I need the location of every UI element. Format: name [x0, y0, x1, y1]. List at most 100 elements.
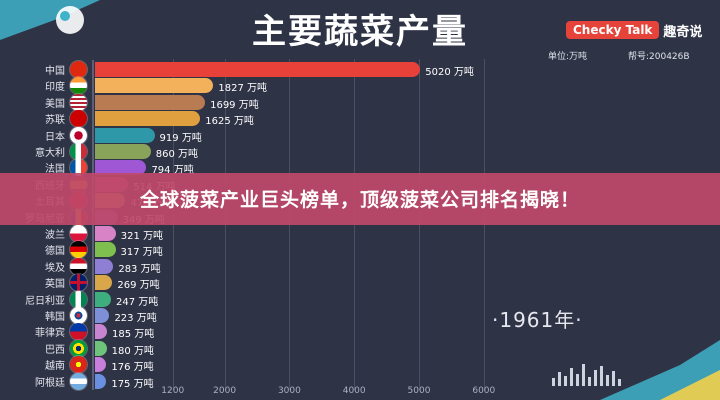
category-label: 韩国: [45, 312, 65, 323]
flag-icon: [70, 159, 87, 177]
category-label: 越南: [45, 361, 65, 373]
flag-icon: [70, 257, 87, 275]
category-label: 英国: [45, 279, 65, 291]
bar: [95, 78, 214, 94]
flag-icon: [70, 77, 87, 95]
value-label: 321 万吨: [120, 231, 164, 242]
bar: [95, 242, 116, 258]
chart-row: 法国 794 万吨: [0, 159, 720, 177]
value-label: 223 万吨: [114, 313, 157, 324]
x-tick-label: 4000: [342, 386, 366, 396]
flag-icon: [70, 143, 87, 160]
category-label: 尼日利亚: [25, 295, 65, 307]
chart-row: 日本 919 万吨: [0, 126, 720, 144]
bar: [95, 340, 107, 356]
chart-row: 波兰 321 万吨: [0, 225, 720, 242]
unit-label: 单位:万吨: [548, 52, 588, 62]
x-tick-label: 3000: [277, 386, 301, 396]
x-tick-label: 2000: [213, 386, 237, 396]
chart-title: 主要蔬菜产量: [252, 12, 468, 52]
value-label: 1699 万吨: [210, 99, 259, 111]
headline-banner: 全球菠菜产业巨头榜单，顶级菠菜公司排名揭晓！: [0, 173, 720, 225]
x-tick-label: 1200: [161, 386, 185, 396]
value-label: 1625 万吨: [205, 116, 254, 128]
flag-icon: [70, 93, 87, 111]
y-axis-line: [92, 60, 94, 390]
bar: [95, 62, 421, 77]
chart-row: 菲律宾 185 万吨: [0, 323, 720, 341]
category-label: 中国: [45, 66, 65, 77]
chart-row: 越南 176 万吨: [0, 356, 720, 374]
value-label: 919 万吨: [159, 132, 202, 144]
bar: [95, 308, 110, 323]
logo-chinese-text: 趣奇说: [663, 24, 703, 40]
flag-icon: [70, 274, 87, 292]
visualizer-bar: [582, 364, 585, 386]
bottom-right-decoration: [600, 340, 720, 400]
category-label: 德国: [45, 246, 65, 258]
chart-row: 巴西 180 万吨: [0, 339, 720, 357]
category-label: 意大利: [35, 148, 65, 159]
value-label: 185 万吨: [111, 329, 155, 341]
category-label: 美国: [45, 98, 65, 110]
x-tick-label: 5000: [407, 386, 431, 396]
visualizer-bar: [588, 377, 591, 386]
value-label: 5020 万吨: [425, 67, 474, 78]
category-label: 菲律宾: [35, 328, 65, 340]
category-label: 日本: [45, 131, 65, 143]
chart-row: 德国 317 万吨: [0, 241, 720, 259]
account-id: 帮号:200426B: [628, 52, 690, 62]
value-label: 794 万吨: [151, 165, 194, 177]
chart-row: 印度 1827 万吨: [0, 77, 720, 95]
category-label: 印度: [45, 82, 65, 94]
bar: [95, 357, 107, 373]
bar: [95, 291, 111, 307]
visualizer-bar: [558, 372, 561, 386]
visualizer-bar: [552, 378, 555, 386]
category-label: 波兰: [45, 230, 65, 241]
chart-row: 尼日利亚 247 万吨: [0, 290, 720, 308]
bar: [95, 160, 147, 176]
chart-row: 苏联 1625 万吨: [0, 110, 720, 128]
flag-icon: [70, 110, 87, 128]
chart-row: 意大利 860 万吨: [0, 143, 720, 160]
visualizer-bar: [600, 366, 603, 386]
flag-icon: [70, 307, 87, 324]
category-label: 巴西: [45, 344, 65, 356]
year-indicator: ·1961年·: [492, 308, 583, 332]
category-label: 苏联: [45, 115, 65, 127]
visualizer-bar: [594, 370, 597, 386]
visualizer-bar: [576, 374, 579, 386]
logo-text: Checky Talk: [566, 21, 660, 39]
bar: [95, 258, 114, 274]
bar: [95, 324, 107, 340]
value-label: 317 万吨: [120, 247, 163, 259]
chart-row: 英国 269 万吨: [0, 274, 720, 292]
value-label: 269 万吨: [117, 280, 160, 292]
visualizer-bar: [606, 375, 609, 386]
chart-row: 埃及 283 万吨: [0, 257, 720, 275]
value-label: 175 万吨: [111, 378, 154, 390]
chart-row: 韩国 223 万吨: [0, 307, 720, 324]
bar: [95, 275, 113, 291]
flag-icon: [70, 372, 87, 390]
flag-icon: [70, 241, 87, 259]
value-label: 180 万吨: [111, 345, 154, 357]
headline-text: 全球菠菜产业巨头榜单，顶级菠菜公司排名揭晓！: [139, 189, 580, 211]
bar: [95, 94, 206, 110]
channel-logo: Checky Talk 趣奇说: [566, 20, 702, 40]
bar: [95, 373, 107, 389]
flag-icon: [70, 356, 87, 374]
chart-row: 美国 1699 万吨: [0, 93, 720, 111]
visualizer-bar: [570, 368, 573, 386]
value-label: 176 万吨: [111, 362, 154, 374]
value-label: 860 万吨: [155, 149, 198, 160]
flag-icon: [70, 225, 87, 242]
flag-icon: [70, 126, 87, 144]
chart-row: 中国 5020 万吨: [0, 61, 720, 78]
category-label: 法国: [45, 164, 65, 176]
value-label: 1827 万吨: [218, 83, 268, 95]
visualizer-bar: [564, 376, 567, 386]
flag-icon: [70, 290, 87, 308]
